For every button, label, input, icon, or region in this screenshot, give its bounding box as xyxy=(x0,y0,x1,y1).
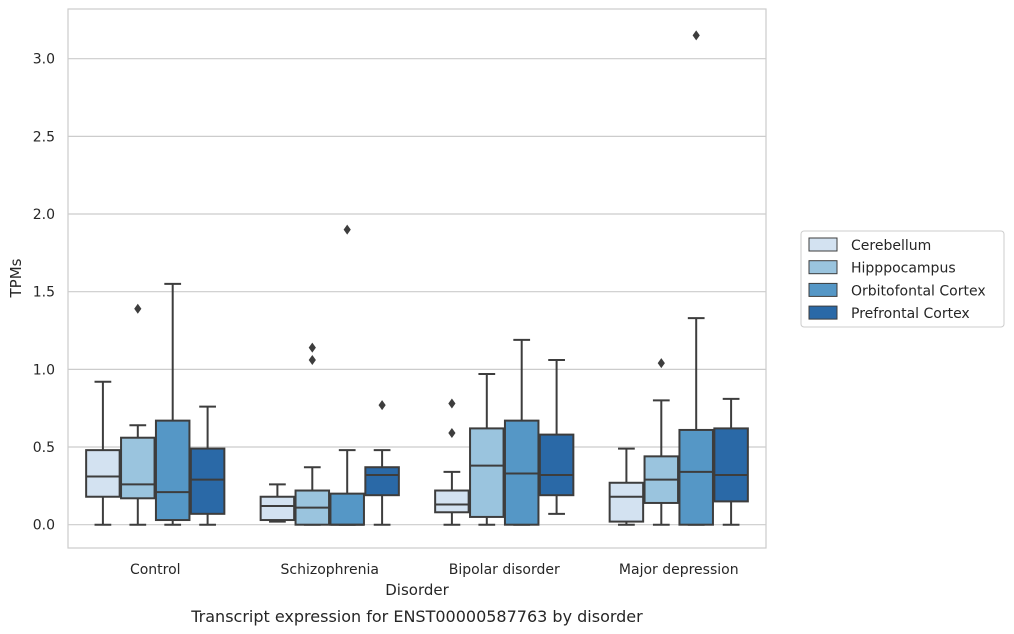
legend-label: Cerebellum xyxy=(851,238,931,254)
boxes xyxy=(85,30,749,526)
box-iqr xyxy=(608,481,645,523)
box-iqr xyxy=(364,466,400,497)
y-tick-label: 3.0 xyxy=(33,52,55,68)
legend-swatch xyxy=(808,305,838,320)
box-cerebellum xyxy=(608,447,645,526)
outlier-point xyxy=(343,224,351,235)
outlier-point xyxy=(657,358,665,369)
y-axis-label: TPMs xyxy=(7,258,25,298)
box-cerebellum xyxy=(259,483,296,523)
box-iqr xyxy=(120,436,156,500)
y-tick-labels: 0.0 0.5 1.0 1.5 2.0 2.5 3.0 xyxy=(33,52,55,534)
box-hipppocampus xyxy=(120,303,156,526)
box-prefrontal-cortex xyxy=(713,397,749,526)
outlier-point xyxy=(378,400,386,411)
box-orbitofontal-cortex xyxy=(678,30,714,526)
outlier-point xyxy=(308,355,316,366)
x-tick-label: Major depression xyxy=(619,562,739,578)
x-tick-label: Control xyxy=(130,562,181,578)
box-cerebellum xyxy=(434,398,470,526)
y-tick-label: 1.5 xyxy=(33,285,55,301)
box-orbitofontal-cortex xyxy=(503,338,540,526)
box-iqr xyxy=(259,495,296,522)
box-iqr xyxy=(538,433,575,497)
box-prefrontal-cortex xyxy=(364,400,400,526)
outlier-point xyxy=(134,303,142,314)
legend-swatch xyxy=(808,237,838,252)
box-iqr xyxy=(469,427,505,518)
box-iqr xyxy=(85,449,121,498)
box-orbitofontal-cortex xyxy=(154,282,191,526)
y-tick-label: 0.5 xyxy=(33,440,55,456)
outlier-point xyxy=(308,342,316,353)
legend-swatch xyxy=(808,260,838,275)
legend-label: Orbitofontal Cortex xyxy=(851,283,986,299)
y-tick-label: 1.0 xyxy=(33,362,55,378)
x-tick-label: Bipolar disorder xyxy=(449,562,560,578)
box-cerebellum xyxy=(85,380,121,526)
box-iqr xyxy=(329,492,365,526)
box-iqr xyxy=(189,447,226,515)
box-hipppocampus xyxy=(294,342,331,526)
x-axis-label: Disorder xyxy=(385,581,449,599)
box-iqr xyxy=(678,428,714,526)
box-iqr xyxy=(434,489,470,514)
legend-swatch xyxy=(808,282,838,297)
legend-label: Hipppocampus xyxy=(851,261,956,277)
legend-frame xyxy=(800,230,1005,328)
outlier-point xyxy=(692,30,700,41)
y-tick-label: 0.0 xyxy=(33,518,55,534)
legend: Cerebellum Hipppocampus Orbitofontal Corte… xyxy=(800,230,1005,328)
outlier-point xyxy=(448,428,456,439)
box-prefrontal-cortex xyxy=(189,405,226,526)
box-orbitofontal-cortex xyxy=(329,224,365,526)
y-tick-label: 2.5 xyxy=(33,129,55,145)
chart-caption: Transcript expression for ENST0000058776… xyxy=(190,607,643,626)
box-prefrontal-cortex xyxy=(538,359,575,515)
y-tick-label: 2.0 xyxy=(33,207,55,223)
box-hipppocampus xyxy=(469,373,505,526)
outlier-point xyxy=(448,398,456,409)
box-hipppocampus xyxy=(643,358,680,526)
x-tick-labels: Control Schizophrenia Bipolar disorder Majo… xyxy=(130,562,739,578)
legend-label: Prefrontal Cortex xyxy=(851,306,970,322)
x-tick-label: Schizophrenia xyxy=(281,562,379,578)
box-iqr xyxy=(713,427,749,503)
box-iqr xyxy=(154,419,191,522)
